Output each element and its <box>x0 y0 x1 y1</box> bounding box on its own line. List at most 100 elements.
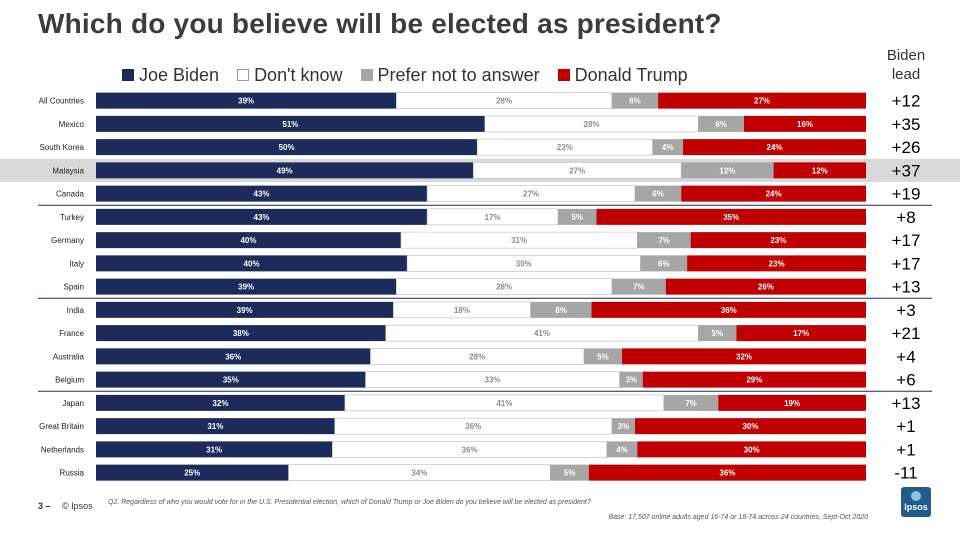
data-label-prefer_not-russia: 5% <box>564 469 576 478</box>
bar-prefer_not-canada <box>635 185 682 202</box>
biden-lead-germany: +17 <box>892 231 921 250</box>
data-label-dont_know-belgium: 33% <box>485 376 501 385</box>
bar-trump-france <box>736 325 866 342</box>
bar-prefer_not-belgium <box>619 371 643 388</box>
data-label-prefer_not-netherlands: 4% <box>616 445 628 454</box>
bar-trump-all-countries <box>658 92 866 109</box>
data-label-prefer_not-belgium: 3% <box>625 376 637 385</box>
data-label-dont_know-turkey: 17% <box>485 213 501 222</box>
biden-lead-italy: +17 <box>892 254 921 273</box>
legend-swatch-biden <box>122 69 134 81</box>
data-label-prefer_not-all-countries: 6% <box>629 97 641 106</box>
biden-lead-mexico: +35 <box>892 115 921 134</box>
legend-label-prefer-not: Prefer not to answer <box>377 64 540 85</box>
category-label-netherlands: Netherlands <box>41 445 84 454</box>
bar-prefer_not-italy <box>640 255 688 272</box>
bar-trump-italy <box>687 255 866 272</box>
bar-biden-italy <box>96 255 408 272</box>
bar-trump-turkey <box>596 208 866 225</box>
bar-prefer_not-germany <box>637 232 691 249</box>
bar-trump-india <box>591 301 866 318</box>
bar-biden-all-countries <box>96 92 397 109</box>
bar-trump-malaysia <box>773 162 866 179</box>
data-label-dont_know-italy: 30% <box>516 259 532 268</box>
data-label-trump-netherlands: 30% <box>744 445 760 454</box>
data-label-dont_know-south-korea: 23% <box>557 143 573 152</box>
biden-lead-header-line1: Biden <box>886 47 926 64</box>
bar-trump-canada <box>681 185 866 202</box>
data-label-trump-belgium: 29% <box>746 376 762 385</box>
legend-item-trump: Donald Trump <box>557 65 688 86</box>
bar-trump-great-britain <box>635 418 866 435</box>
biden-lead-great-britain: +1 <box>896 417 915 436</box>
bar-trump-australia <box>622 348 866 365</box>
bar-biden-south-korea <box>96 139 478 156</box>
data-label-dont_know-great-britain: 36% <box>465 422 481 431</box>
data-label-biden-australia: 36% <box>225 352 241 361</box>
category-label-belgium: Belgium <box>55 376 84 385</box>
biden-lead-malaysia: +37 <box>892 161 921 180</box>
bar-prefer_not-netherlands <box>606 441 638 458</box>
bar-prefer_not-turkey <box>558 208 597 225</box>
data-label-biden-mexico: 51% <box>282 120 298 129</box>
data-label-biden-turkey: 43% <box>254 213 270 222</box>
data-label-biden-russia: 25% <box>184 469 200 478</box>
biden-lead-russia: -11 <box>894 464 917 483</box>
bar-biden-france <box>96 325 386 342</box>
data-label-dont_know-australia: 28% <box>469 352 485 361</box>
data-label-dont_know-spain: 28% <box>496 283 512 292</box>
biden-lead-japan: +13 <box>892 394 921 413</box>
biden-lead-france: +21 <box>892 324 921 343</box>
biden-lead-canada: +19 <box>892 185 921 204</box>
bar-trump-spain <box>665 278 866 295</box>
bar-biden-mexico <box>96 115 485 132</box>
page-number: 3 – <box>38 501 51 511</box>
bar-biden-malaysia <box>96 162 474 179</box>
data-label-biden-all-countries: 39% <box>238 97 254 106</box>
ipsos-logo-icon <box>911 491 921 501</box>
data-label-dont_know-germany: 31% <box>511 236 527 245</box>
data-label-biden-italy: 40% <box>244 259 260 268</box>
bar-trump-mexico <box>744 115 866 132</box>
data-label-biden-france: 38% <box>233 329 249 338</box>
data-label-trump-japan: 19% <box>784 399 800 408</box>
data-label-biden-spain: 39% <box>238 283 254 292</box>
data-label-dont_know-mexico: 28% <box>584 120 600 129</box>
data-label-biden-great-britain: 31% <box>207 422 223 431</box>
data-label-prefer_not-italy: 6% <box>658 259 670 268</box>
data-label-dont_know-france: 41% <box>534 329 550 338</box>
bar-biden-russia <box>96 464 289 481</box>
data-label-dont_know-canada: 27% <box>523 190 539 199</box>
data-label-prefer_not-great-britain: 3% <box>618 422 630 431</box>
data-label-prefer_not-south-korea: 4% <box>662 143 674 152</box>
data-label-trump-mexico: 16% <box>797 120 813 129</box>
legend-swatch-dont-know <box>237 69 250 81</box>
data-label-prefer_not-germany: 7% <box>658 236 670 245</box>
data-label-biden-netherlands: 31% <box>206 445 222 454</box>
data-label-prefer_not-india: 8% <box>555 306 567 315</box>
category-label-turkey: Turkey <box>60 213 84 222</box>
data-label-trump-canada: 24% <box>766 190 782 199</box>
data-label-prefer_not-spain: 7% <box>633 283 645 292</box>
bar-prefer_not-russia <box>550 464 589 481</box>
bar-prefer_not-australia <box>583 348 623 365</box>
biden-lead-header: Biden lead <box>868 46 944 84</box>
bar-biden-belgium <box>96 371 366 388</box>
data-label-dont_know-japan: 41% <box>496 399 512 408</box>
category-label-south-korea: South Korea <box>40 143 85 152</box>
data-label-biden-india: 39% <box>237 306 253 315</box>
copyright-brand: © Ipsos <box>62 501 93 511</box>
category-label-spain: Spain <box>64 283 84 292</box>
biden-lead-south-korea: +26 <box>892 138 921 157</box>
biden-lead-spain: +13 <box>892 278 921 297</box>
biden-lead-australia: +4 <box>896 347 915 366</box>
ipsos-logo: Ipsos <box>901 487 931 517</box>
category-label-india: India <box>67 306 85 315</box>
data-label-trump-australia: 32% <box>736 352 752 361</box>
data-label-trump-malaysia: 12% <box>812 166 828 175</box>
category-label-great-britain: Great Britain <box>39 422 84 431</box>
biden-lead-netherlands: +1 <box>896 440 915 459</box>
data-label-biden-malaysia: 49% <box>277 166 293 175</box>
category-label-mexico: Mexico <box>59 120 85 129</box>
